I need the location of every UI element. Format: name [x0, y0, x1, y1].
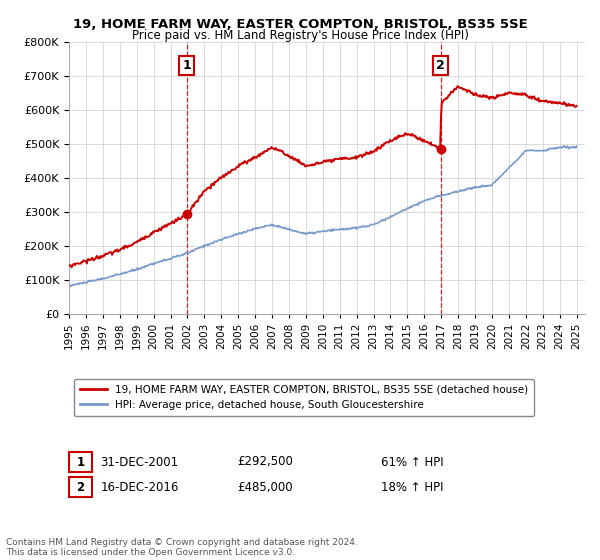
Text: £292,500: £292,500 — [237, 455, 293, 469]
Text: 1: 1 — [76, 455, 85, 469]
Text: 61% ↑ HPI: 61% ↑ HPI — [381, 455, 443, 469]
Text: Contains HM Land Registry data © Crown copyright and database right 2024.
This d: Contains HM Land Registry data © Crown c… — [6, 538, 358, 557]
Text: 19, HOME FARM WAY, EASTER COMPTON, BRISTOL, BS35 5SE: 19, HOME FARM WAY, EASTER COMPTON, BRIST… — [73, 18, 527, 31]
Text: 2: 2 — [76, 480, 85, 494]
Text: 2: 2 — [436, 59, 445, 72]
Text: 31-DEC-2001: 31-DEC-2001 — [100, 455, 178, 469]
Text: 1: 1 — [182, 59, 191, 72]
Text: Price paid vs. HM Land Registry's House Price Index (HPI): Price paid vs. HM Land Registry's House … — [131, 29, 469, 42]
Text: 18% ↑ HPI: 18% ↑ HPI — [381, 480, 443, 494]
Text: 16-DEC-2016: 16-DEC-2016 — [100, 480, 179, 494]
Text: £485,000: £485,000 — [237, 480, 293, 494]
Legend: 19, HOME FARM WAY, EASTER COMPTON, BRISTOL, BS35 5SE (detached house), HPI: Aver: 19, HOME FARM WAY, EASTER COMPTON, BRIST… — [74, 379, 534, 416]
